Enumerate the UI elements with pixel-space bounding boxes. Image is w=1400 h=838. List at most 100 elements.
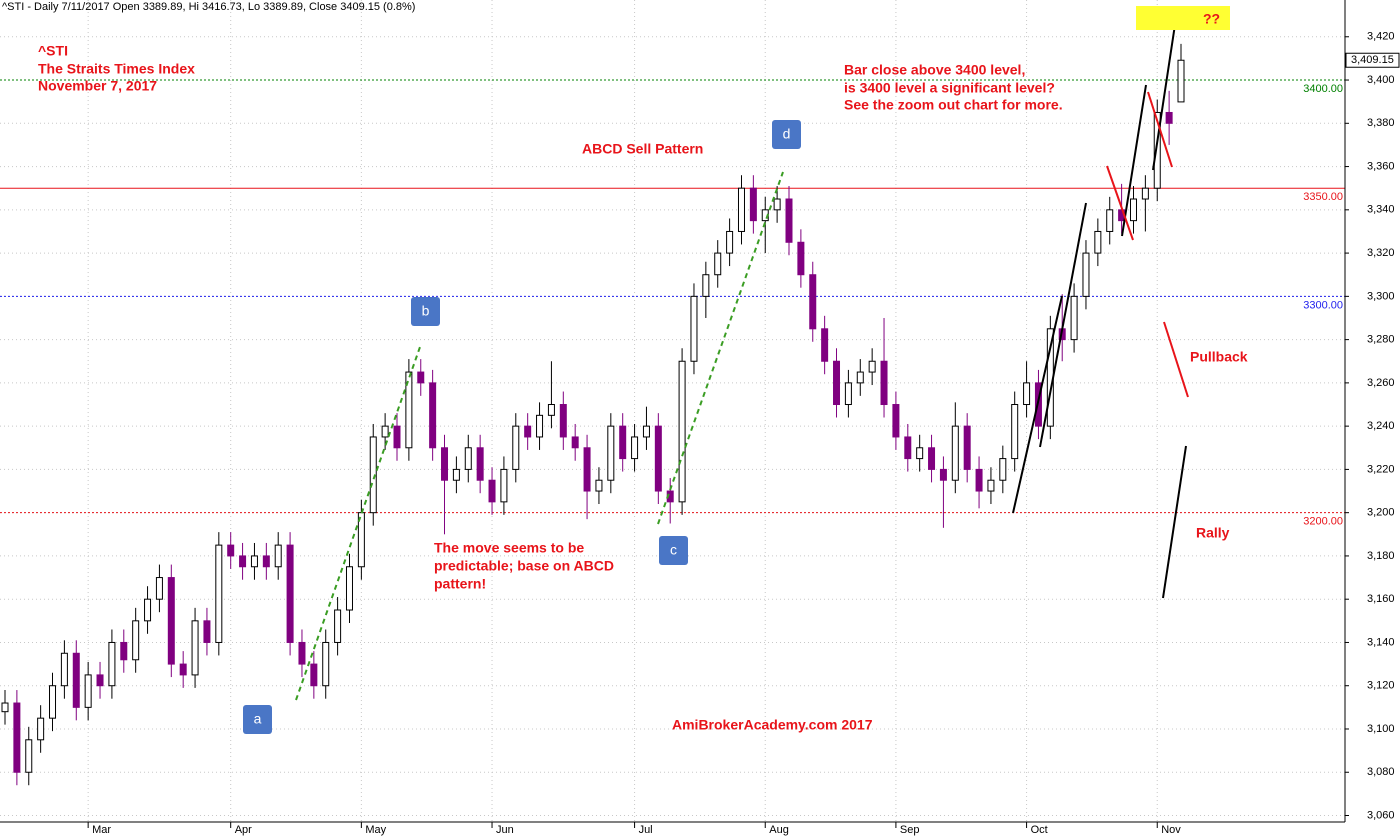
candle-body (1094, 230, 1102, 254)
candle-body (797, 241, 805, 276)
candle-body (678, 360, 686, 503)
annotation: Pullback (1190, 349, 1248, 365)
candle-body (60, 652, 68, 687)
candle-body (13, 702, 21, 773)
candle-body (310, 663, 318, 687)
annotation: ?? (1203, 11, 1220, 27)
candle-body (227, 544, 235, 557)
candle-body (654, 425, 662, 492)
y-tick-label: 3,200 (1367, 507, 1395, 519)
y-tick-label: 3,320 (1367, 247, 1395, 259)
candle-body (167, 577, 175, 665)
annotation: See the zoom out chart for more. (844, 97, 1063, 113)
candle-body (1, 702, 9, 713)
highlight (1136, 6, 1230, 30)
candle-body (49, 685, 57, 719)
x-tick-label: Apr (235, 824, 252, 836)
candle-body (144, 598, 152, 622)
candle-body (72, 652, 80, 708)
candle-body (951, 425, 959, 481)
candle-body (999, 458, 1007, 481)
candle-body (868, 360, 876, 373)
candle-body (488, 479, 496, 503)
candle-body (880, 360, 888, 406)
price-tag-label: 3,409.15 (1351, 54, 1394, 66)
candle-body (108, 641, 116, 687)
candle-body (1106, 209, 1114, 232)
candle-body (286, 544, 294, 643)
annotation: AmiBrokerAcademy.com 2017 (672, 717, 873, 733)
candle-body (1141, 187, 1149, 200)
y-tick-label: 3,260 (1367, 377, 1395, 389)
candle-body (1165, 111, 1173, 124)
candle-body (476, 447, 484, 481)
x-tick-label: Jun (496, 824, 514, 836)
candle-body (155, 577, 163, 600)
candle-body (203, 620, 211, 643)
candle-body (642, 425, 650, 438)
candle-body (714, 252, 722, 276)
candle-body (417, 371, 425, 384)
candle-body (298, 641, 306, 665)
annotation: ABCD Sell Pattern (582, 141, 703, 157)
candle-body (250, 555, 258, 568)
candle-body (928, 447, 936, 470)
annotation: predictable; base on ABCD (434, 558, 614, 574)
candle-body (631, 436, 639, 460)
rally-line (1162, 445, 1187, 599)
annotation: Rally (1196, 525, 1230, 541)
x-tick-label: Jul (639, 824, 653, 836)
price-tag (1345, 52, 1400, 68)
candle-body (524, 425, 532, 438)
candle-body (274, 544, 282, 568)
chart-title: ^STI - Daily 7/11/2017 Open 3389.89, Hi … (2, 1, 415, 13)
candle-body (607, 425, 615, 481)
y-tick-label: 3,140 (1367, 636, 1395, 648)
y-tick-label: 3,380 (1367, 117, 1395, 129)
level-label: 3350.00 (1303, 191, 1343, 203)
candle-body (464, 447, 472, 470)
point-box (772, 120, 801, 149)
annotation: The Straits Times Index (38, 61, 195, 77)
candle-body (833, 360, 841, 406)
candle-body (1177, 59, 1185, 103)
candle-body (84, 674, 92, 708)
x-tick-label: Oct (1031, 824, 1048, 836)
level-label: 3400.00 (1303, 83, 1343, 95)
candle-body (571, 436, 579, 449)
candle-body (536, 414, 544, 438)
candle-body (785, 198, 793, 243)
y-tick-label: 3,300 (1367, 290, 1395, 302)
point-box (659, 536, 688, 565)
candle-body (726, 230, 734, 254)
candle-body (1011, 404, 1019, 460)
candle-body (452, 468, 460, 481)
candle-body (583, 447, 591, 492)
point-box (411, 297, 440, 326)
y-tick-label: 3,360 (1367, 160, 1395, 172)
candle-body (512, 425, 520, 470)
candle-body (441, 447, 449, 481)
candle-body (975, 468, 983, 492)
candle-body (191, 620, 199, 676)
candle-body (856, 371, 864, 384)
point-label: b (422, 303, 430, 319)
pullback-line (1163, 321, 1189, 398)
level-label: 3300.00 (1303, 299, 1343, 311)
candle-body (821, 328, 829, 362)
trend-line (1039, 202, 1087, 448)
x-tick-label: May (365, 824, 386, 836)
y-tick-label: 3,220 (1367, 463, 1395, 475)
y-tick-label: 3,120 (1367, 680, 1395, 692)
candle-body (1023, 382, 1031, 406)
annotation: The move seems to be (434, 540, 584, 556)
y-tick-label: 3,060 (1367, 809, 1395, 821)
annotation: is 3400 level a significant level? (844, 80, 1055, 96)
y-tick-label: 3,280 (1367, 334, 1395, 346)
level-label: 3200.00 (1303, 516, 1343, 528)
y-tick-label: 3,080 (1367, 766, 1395, 778)
candle-body (381, 425, 389, 438)
candle-body (619, 425, 627, 460)
candle-body (844, 382, 852, 406)
